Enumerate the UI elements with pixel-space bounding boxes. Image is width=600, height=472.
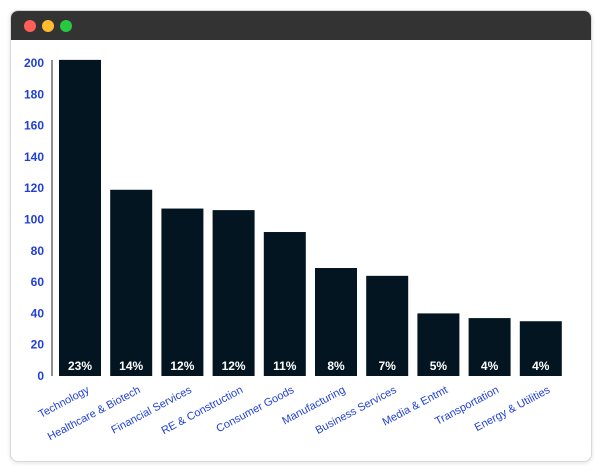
y-tick-label: 20 — [31, 338, 45, 352]
y-axis-tick-labels: 0 20 40 60 80 100 120 140 160 180 200 — [24, 56, 44, 383]
bar — [417, 313, 460, 376]
bars — [59, 59, 562, 377]
bar-data-label: 23% — [68, 359, 92, 373]
window-titlebar — [11, 11, 591, 40]
bar-data-label: 7% — [379, 359, 397, 373]
x-category-label: Healthcare & Biotech — [46, 384, 143, 443]
y-tick-label: 80 — [31, 244, 45, 258]
bar-data-label: 8% — [327, 359, 345, 373]
bar-data-labels: 23% 14% 12% 12% 11% 8% 7% 5% 4% 4% — [68, 359, 550, 373]
bar — [468, 318, 511, 376]
bar — [315, 268, 357, 376]
bar-data-label: 14% — [119, 359, 143, 373]
bar — [263, 232, 306, 376]
bar-data-label: 4% — [481, 359, 499, 373]
bar-data-label: 12% — [170, 359, 194, 373]
y-tick-label: 100 — [24, 213, 44, 227]
bar — [110, 189, 153, 376]
bar-data-label: 11% — [273, 359, 297, 373]
y-tick-label: 120 — [24, 181, 44, 195]
bar — [212, 210, 255, 376]
close-window-button[interactable] — [24, 20, 36, 32]
y-tick-label: 40 — [31, 306, 45, 320]
bar-data-label: 4% — [532, 359, 550, 373]
y-tick-label: 0 — [37, 369, 44, 383]
y-tick-label: 140 — [24, 150, 44, 164]
minimize-window-button[interactable] — [42, 20, 54, 32]
bar — [366, 275, 409, 376]
bar — [59, 59, 101, 377]
y-tick-label: 200 — [24, 56, 44, 70]
y-tick-label: 180 — [24, 87, 44, 101]
bar-data-label: 5% — [430, 359, 448, 373]
bar — [519, 321, 562, 376]
bar — [161, 208, 204, 376]
app-window — [10, 10, 592, 462]
y-tick-label: 160 — [24, 119, 44, 133]
y-tick-label: 60 — [31, 275, 45, 289]
bar-data-label: 12% — [222, 359, 246, 373]
maximize-window-button[interactable] — [60, 20, 72, 32]
